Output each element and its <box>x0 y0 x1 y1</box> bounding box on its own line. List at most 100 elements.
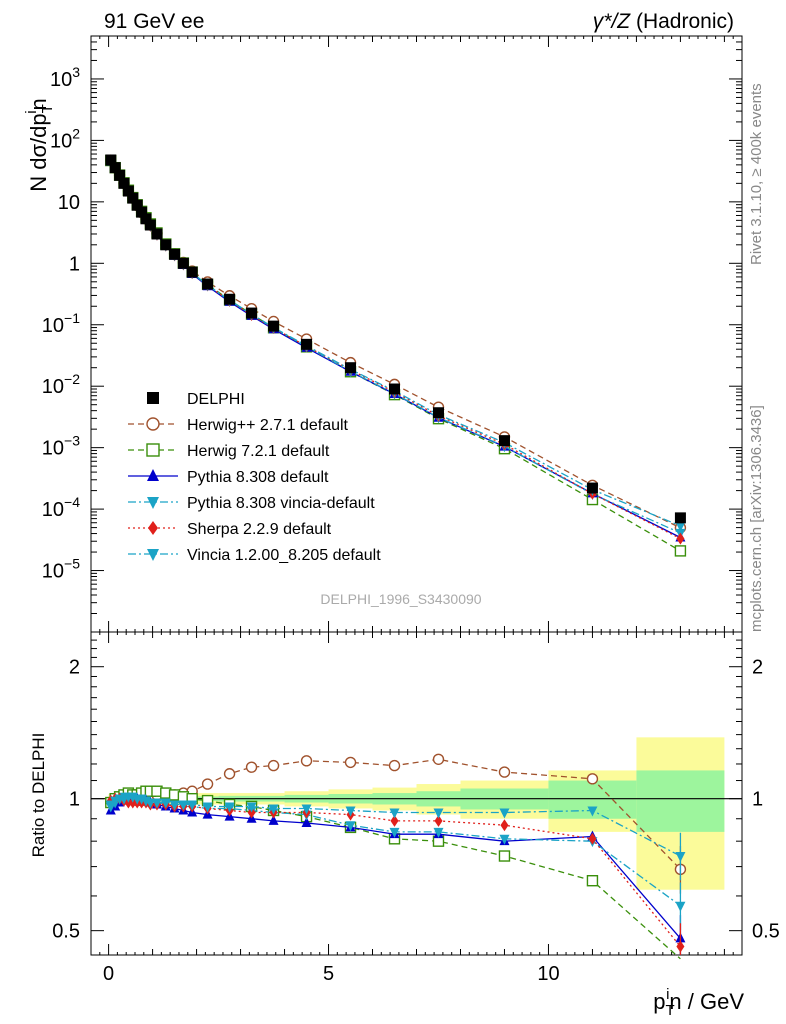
data-point <box>224 293 236 305</box>
ratio-y-axis-title: Ratio to DELPHI <box>29 733 48 858</box>
main-y-tick-label: 10 <box>58 192 80 214</box>
main-y-tick-label: 10−3 <box>42 433 80 460</box>
series-layer <box>105 154 687 960</box>
ratio-point <box>390 814 399 827</box>
ratio-point <box>345 806 356 817</box>
legend-marker <box>147 549 159 561</box>
main-y-tick-label: 10−5 <box>42 556 80 583</box>
ratio-point <box>498 766 511 778</box>
ratio-point <box>187 800 198 811</box>
ratio-point <box>246 802 257 813</box>
ratio-point <box>388 759 401 772</box>
data-point <box>177 257 189 269</box>
ratio-y-tick-label: 0.5 <box>52 921 80 943</box>
data-point <box>202 278 214 290</box>
data-points <box>105 154 686 524</box>
legend-marker-data <box>147 392 159 404</box>
x-tick-label: 0 <box>103 963 114 985</box>
main-y-tick-label: 1 <box>69 253 80 275</box>
ratio-point <box>432 753 445 765</box>
ratio-point <box>169 800 180 811</box>
ratio-point <box>160 798 171 809</box>
ratio-point <box>301 817 312 828</box>
main-point <box>674 545 687 557</box>
data-point <box>131 199 143 211</box>
ratio-y-tick-label: 1 <box>69 789 80 811</box>
ratio-point <box>300 755 313 767</box>
legend-label: Pythia 8.308 default <box>187 469 329 486</box>
ratio-point <box>434 814 443 827</box>
main-y-axis-title: N dσ/dpTin <box>23 98 56 192</box>
data-point <box>114 169 126 181</box>
ratio-point <box>145 798 156 809</box>
data-point <box>169 248 181 260</box>
header-text: (Hadronic) <box>630 10 734 33</box>
ratio-point <box>268 804 279 815</box>
legend: DELPHI Herwig++ 2.7.1 default Herwig 7.2.1… <box>128 391 381 564</box>
ratio-y-tick-label-right: 1 <box>752 789 763 811</box>
data-point <box>586 482 598 494</box>
x-axis-title: pTin / GeV <box>653 986 744 1019</box>
ratio-point <box>344 756 357 769</box>
data-point <box>122 185 134 197</box>
legend-marker <box>146 417 160 431</box>
ratio-point <box>433 827 444 838</box>
ratio-point <box>201 778 214 790</box>
main-point <box>675 521 686 532</box>
ratio-point <box>586 773 599 785</box>
main-y-tick-label: 10−4 <box>42 494 80 521</box>
ratio-point <box>499 808 510 819</box>
data-point <box>105 154 117 166</box>
data-point <box>268 320 280 332</box>
data-point <box>246 307 258 319</box>
main-y-tick-label: 10−1 <box>42 310 80 337</box>
ratio-point <box>588 832 597 845</box>
main-y-tick-label: 10−2 <box>42 371 80 398</box>
data-point <box>140 213 152 225</box>
ratio-point <box>224 802 235 813</box>
header-right: γ*/Z (Hadronic) <box>593 10 734 33</box>
data-point <box>345 362 357 374</box>
ratio-point <box>151 798 162 809</box>
ratio-y-tick-label-right: 0.5 <box>752 921 780 943</box>
rivet-label: Rivet 3.1.10, ≥ 400k events <box>748 83 765 265</box>
legend-marker <box>148 521 158 535</box>
analysis-watermark: DELPHI_1996_S3430090 <box>320 591 481 607</box>
ratio-y-tick-label: 2 <box>69 657 80 679</box>
data-point <box>160 239 172 251</box>
data-point <box>109 162 121 174</box>
legend-marker <box>146 443 160 457</box>
legend-marker <box>147 497 159 509</box>
ratio-point <box>500 819 509 832</box>
data-point <box>118 177 130 189</box>
ratio-point <box>268 814 279 825</box>
ratio-point <box>433 808 444 819</box>
data-point <box>674 512 686 524</box>
legend-label: Vincia 1.2.00_8.205 default <box>187 547 381 564</box>
ratio-series-line <box>110 798 681 947</box>
data-point <box>498 435 510 447</box>
ratio-point <box>498 850 511 862</box>
ratio-point <box>223 768 236 780</box>
ratio-point <box>587 806 598 817</box>
header-symbol: γ*/Z <box>593 10 632 33</box>
data-point <box>301 338 313 350</box>
band-inner <box>636 770 725 832</box>
data-point <box>144 219 156 231</box>
ratio-point <box>202 802 213 813</box>
x-tick-label: 10 <box>537 963 559 985</box>
data-point <box>389 383 401 395</box>
ratio-point <box>389 827 400 838</box>
main-frame <box>90 35 743 633</box>
ratio-point <box>586 875 599 887</box>
ratio-point <box>345 821 356 832</box>
data-point <box>136 206 148 218</box>
x-tick-label: 5 <box>323 963 334 985</box>
legend-marker <box>147 469 159 481</box>
ratio-point <box>105 800 116 811</box>
legend-label: Herwig 7.2.1 default <box>187 443 330 460</box>
data-point <box>151 228 163 240</box>
ratio-y-tick-label-right: 2 <box>752 657 763 679</box>
data-point <box>432 407 444 419</box>
